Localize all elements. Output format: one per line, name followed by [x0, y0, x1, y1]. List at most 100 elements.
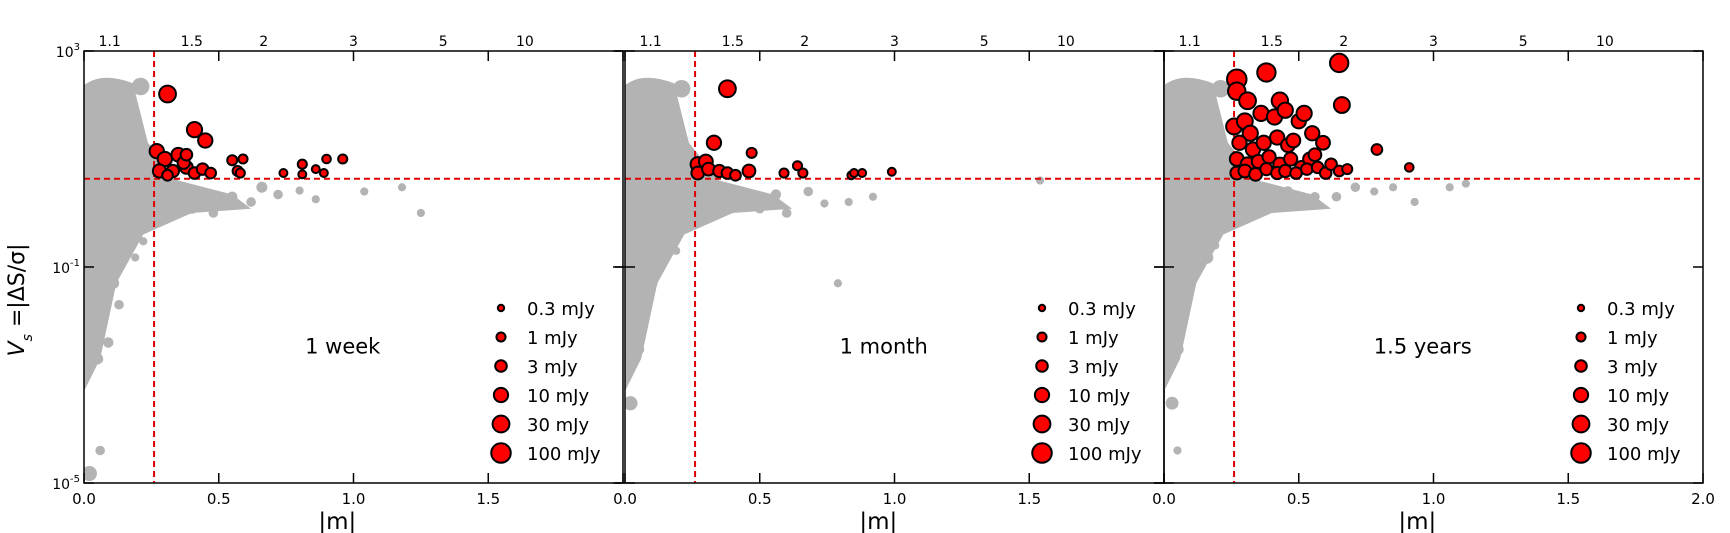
background-density-region — [84, 77, 252, 392]
background-point — [1388, 183, 1398, 192]
top-tick-label: 1.5 — [722, 34, 744, 50]
background-point — [1224, 220, 1233, 230]
variable-point — [1276, 101, 1294, 119]
legend-marker — [1037, 303, 1047, 313]
variable-point — [1295, 104, 1313, 122]
background-point — [1350, 182, 1361, 193]
legend-label: 30 mJy — [1068, 415, 1130, 436]
background-point — [84, 465, 97, 482]
background-point — [661, 244, 675, 258]
legend-label: 0.3 mJy — [1607, 299, 1675, 320]
legend-label: 3 mJy — [1607, 357, 1658, 378]
background-point — [1173, 446, 1182, 455]
variable-point — [849, 168, 860, 178]
top-tick-label: 1.1 — [1178, 34, 1200, 50]
legend-marker — [1576, 303, 1586, 313]
background-point — [91, 353, 104, 365]
background-point — [1238, 180, 1252, 194]
variable-point — [1300, 162, 1314, 176]
legend: 0.3 mJy 1 mJy 3 mJy 10 mJy 30 mJy 100 mJy — [490, 299, 601, 465]
variable-point — [1307, 147, 1323, 163]
background-point — [803, 186, 814, 197]
background-point — [208, 208, 219, 218]
variable-point — [310, 164, 321, 175]
background-point — [696, 180, 711, 195]
variable-point — [1403, 162, 1415, 173]
top-tick-label: 1.5 — [181, 34, 203, 50]
background-point — [716, 197, 728, 210]
legend-label: 3 mJy — [1068, 357, 1119, 378]
variable-point — [705, 134, 723, 151]
variable-point — [1278, 163, 1293, 179]
legend-label: 100 mJy — [527, 444, 601, 465]
background-point — [103, 337, 114, 348]
background-point — [114, 299, 124, 310]
legend: 0.3 mJy 1 mJy 3 mJy 10 mJy 30 mJy 100 mJy — [1570, 299, 1681, 465]
background-point — [186, 203, 198, 214]
legend-marker — [1574, 359, 1588, 373]
background-point — [1035, 176, 1045, 185]
x-tick-label: 0.5 — [748, 490, 772, 508]
background-point — [1410, 197, 1419, 207]
background-point — [1182, 272, 1195, 286]
x-tick-label: 0.0 — [613, 490, 637, 508]
background-point — [1165, 396, 1179, 410]
background-point — [732, 191, 744, 202]
background-point — [833, 279, 842, 288]
top-tick-label: 5 — [439, 34, 448, 50]
legend-marker — [495, 331, 507, 343]
variable-point — [1238, 91, 1257, 111]
variable-point — [321, 153, 332, 165]
legend-marker — [1572, 386, 1590, 404]
panel-3: 0.0 0.5 1.0 1.5 2.0 |m| 1.1 1.5 2 3 5 10 1.5 years 0.… — [1152, 34, 1715, 533]
background-point — [84, 288, 97, 303]
top-tick-label: 3 — [1429, 34, 1438, 50]
variable-point — [297, 169, 308, 180]
x-tick-label: 0.0 — [1152, 490, 1176, 508]
x-tick-label: 2.0 — [1691, 490, 1715, 508]
variable-point — [234, 167, 246, 179]
variable-point — [1285, 132, 1302, 149]
panel-1: 0.0 0.5 1.0 1.5 |m| 1.1 1.5 2 3 5 10 103 10-1 10-5 1 w… — [52, 34, 624, 533]
background-point — [227, 191, 238, 202]
top-tick-label: 10 — [516, 34, 534, 50]
panel-points — [1164, 51, 1703, 483]
top-tick-label: 1.1 — [98, 34, 120, 50]
legend: 0.3 mJy 1 mJy 3 mJy 10 mJy 30 mJy 100 mJy — [1031, 299, 1142, 465]
variable-point — [337, 153, 349, 165]
background-point — [117, 244, 131, 258]
panel-points — [84, 51, 623, 483]
legend-marker — [496, 303, 506, 313]
legend-label: 10 mJy — [527, 386, 589, 407]
panel-label: 1.5 years — [1374, 335, 1472, 359]
background-point — [649, 226, 665, 243]
legend-label: 30 mJy — [1607, 415, 1669, 436]
x-tick-label: 0.5 — [1287, 490, 1311, 508]
legend-marker — [494, 359, 508, 373]
variable-point — [797, 167, 809, 179]
legend-label: 30 mJy — [527, 415, 589, 436]
variable-point — [179, 147, 194, 162]
x-tick-label: 1.0 — [883, 490, 907, 508]
variable-point — [1255, 134, 1272, 151]
top-tick-label: 3 — [890, 34, 899, 50]
variable-point — [237, 153, 249, 165]
variable-point — [1241, 124, 1259, 142]
background-point — [754, 203, 765, 214]
legend-marker — [1031, 442, 1053, 464]
x-tick-label: 0.5 — [207, 490, 231, 508]
top-tick-label: 3 — [349, 34, 358, 50]
background-point — [672, 246, 681, 255]
variable-point — [204, 166, 217, 180]
background-point — [108, 277, 120, 289]
top-tick-label: 10 — [1596, 34, 1614, 50]
background-point — [108, 221, 124, 237]
variable-point — [318, 168, 329, 178]
variable-point — [1256, 62, 1277, 83]
legend-marker — [1033, 386, 1051, 404]
legend-marker — [490, 442, 512, 464]
variable-point — [886, 166, 897, 177]
variable-point — [1283, 151, 1299, 167]
background-point — [172, 193, 185, 205]
